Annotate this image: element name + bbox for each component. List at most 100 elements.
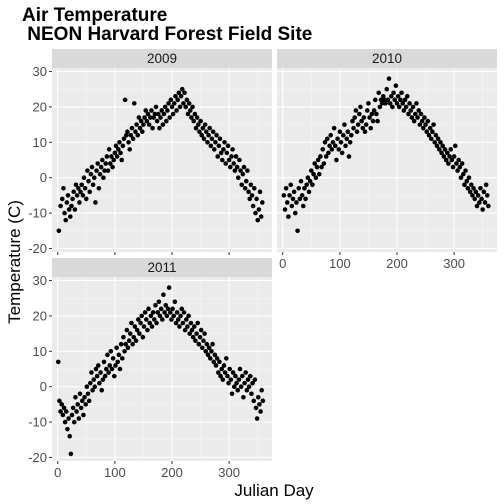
data-point [286,214,291,219]
data-point [179,306,185,312]
data-point [335,136,340,142]
data-point [251,186,257,191]
data-point [484,193,490,198]
data-point [171,313,177,319]
data-point [374,111,379,117]
data-point [367,115,372,120]
data-point [306,189,312,195]
data-point [149,324,155,329]
data-point [448,147,454,152]
data-point [247,196,253,202]
data-point [452,143,458,149]
data-point [204,341,210,347]
data-point [195,320,201,326]
data-point [87,380,93,386]
data-point [386,76,392,81]
data-point [180,320,186,326]
data-point [254,196,259,202]
data-point [146,122,152,127]
data-point [198,327,204,333]
data-point [108,349,114,354]
data-point [371,108,377,113]
data-point [153,303,158,308]
data-point [193,338,198,343]
data-point [113,143,119,149]
data-point [316,171,322,177]
data-point [77,200,82,205]
data-point [478,186,483,191]
y-axis-title: Temperature (C) [5,200,24,324]
data-point [218,373,223,379]
data-point [307,178,313,184]
data-point [234,164,240,170]
data-point [380,94,386,99]
data-point [88,171,94,177]
data-point [86,398,92,404]
data-point [187,108,193,113]
data-point [427,125,433,131]
data-point [67,214,73,219]
data-point [433,132,439,138]
data-point [366,101,371,106]
y-tick-label: 30 [33,64,47,79]
data-point [82,395,87,400]
data-point [313,175,319,180]
data-point [165,306,171,312]
data-point [327,143,332,149]
data-point [331,125,337,131]
data-point [62,419,68,425]
data-point [158,115,163,120]
data-point [201,338,206,343]
data-point [241,164,247,170]
data-point [217,359,222,365]
data-point [460,171,466,177]
data-point [474,203,480,209]
data-point [70,405,76,411]
data-point [215,154,221,159]
data-point [120,143,126,149]
data-point [231,161,237,166]
data-point [141,324,147,329]
facet-strip [52,49,272,68]
data-point [387,101,393,106]
data-point [411,118,417,124]
data-point [97,171,103,177]
data-point [295,228,300,234]
data-point [74,409,79,414]
data-point [183,317,189,322]
data-point [417,122,423,127]
data-point [451,154,457,159]
y-tick-label: -20 [28,241,47,256]
data-point [256,207,262,212]
data-point [119,157,125,163]
data-point [145,327,150,333]
y-tick-label: -10 [28,206,47,221]
data-point [55,359,61,365]
data-point [127,147,133,152]
data-point [240,171,246,177]
data-point [446,161,451,166]
data-point [182,90,187,96]
data-point [58,409,63,414]
data-point [407,101,412,106]
data-point [105,352,110,358]
data-point [482,200,488,205]
x-tick-label: 300 [443,256,465,271]
data-point [140,334,146,340]
data-point [425,118,431,124]
data-point [431,122,436,127]
data-point [476,200,482,205]
data-point [123,132,129,138]
data-point [85,168,90,173]
data-point [137,125,143,131]
data-point [284,200,290,205]
data-point [321,161,327,166]
data-point [153,104,159,110]
data-point [258,214,264,219]
data-points [281,76,491,234]
data-point [236,377,242,382]
data-point [342,122,347,127]
data-point [237,157,242,163]
